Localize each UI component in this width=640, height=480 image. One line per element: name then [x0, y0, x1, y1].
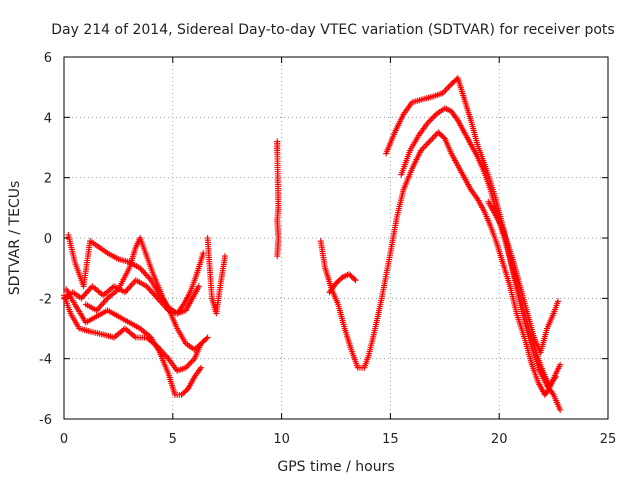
- data-point: [423, 141, 430, 148]
- data-point: [143, 272, 150, 279]
- data-point: [428, 115, 435, 122]
- data-point: [145, 274, 152, 281]
- data-point: [557, 406, 564, 413]
- data-point: [187, 360, 194, 367]
- data-point: [126, 284, 133, 291]
- series-arc-11: [485, 198, 561, 356]
- x-tick-label: 10: [273, 432, 290, 447]
- series-arc-5: [82, 235, 205, 353]
- data-point: [142, 271, 149, 278]
- data-point: [425, 118, 432, 125]
- data-point: [200, 250, 207, 257]
- data-point: [425, 139, 432, 146]
- x-tick-label: 5: [169, 432, 177, 447]
- data-point: [139, 268, 146, 275]
- x-tick-label: 20: [491, 432, 508, 447]
- data-points: [61, 75, 564, 413]
- data-point: [422, 142, 429, 149]
- series-arc-4: [65, 231, 207, 317]
- series-arc-7: [317, 129, 564, 398]
- data-point: [552, 373, 559, 380]
- plot-frame: [63, 56, 609, 420]
- data-point: [79, 293, 86, 300]
- data-point: [123, 287, 130, 294]
- data-point: [101, 298, 108, 305]
- data-point: [97, 302, 104, 309]
- data-point: [100, 299, 107, 306]
- data-point: [185, 361, 192, 368]
- data-point: [95, 305, 101, 312]
- y-axis-label: SDTVAR / TECUs: [7, 181, 23, 296]
- x-tick-label: 15: [382, 432, 399, 447]
- data-point: [85, 287, 92, 294]
- data-point: [430, 114, 437, 121]
- data-point: [222, 253, 229, 260]
- series-arc-8: [383, 75, 564, 413]
- series-isolated-10h: [274, 138, 282, 260]
- data-point: [198, 340, 205, 347]
- data-point: [429, 135, 436, 142]
- data-point: [127, 283, 134, 290]
- data-point: [203, 335, 210, 342]
- data-point: [557, 361, 564, 368]
- data-point: [554, 298, 561, 305]
- y-tick-label: 0: [44, 232, 52, 247]
- data-point: [426, 138, 433, 145]
- data-point: [430, 133, 437, 140]
- y-tick-label: -4: [39, 353, 52, 368]
- data-point: [147, 287, 154, 294]
- data-point: [204, 334, 211, 341]
- data-point: [428, 136, 435, 143]
- x-axis-label: GPS time / hours: [277, 459, 394, 475]
- y-tick-label: 4: [44, 111, 52, 126]
- y-tick-label: 2: [44, 172, 52, 187]
- data-point: [427, 117, 434, 124]
- series-arc-2: [63, 286, 205, 398]
- data-point: [440, 134, 447, 141]
- data-point: [442, 87, 449, 94]
- series-arc-10: [326, 271, 359, 296]
- data-point: [99, 301, 106, 308]
- series-arc-6: [204, 235, 229, 317]
- data-point: [195, 283, 202, 290]
- data-point: [352, 277, 359, 284]
- y-tick-label: 6: [44, 51, 52, 66]
- data-point: [188, 358, 195, 365]
- axis-tick-labels: 0 5 10 15 20 25 -6 -4 -2 0 2 4 6: [39, 51, 616, 447]
- data-point: [83, 289, 90, 296]
- data-point: [196, 341, 203, 348]
- data-point: [443, 85, 450, 92]
- data-point: [141, 269, 148, 276]
- data-point: [274, 253, 281, 260]
- chart-title: Day 214 of 2014, Sidereal Day-to-day VTE…: [51, 22, 614, 38]
- grid-lines: [64, 57, 608, 419]
- y-tick-label: -2: [39, 292, 52, 307]
- data-point: [146, 286, 153, 293]
- data-point: [82, 290, 89, 297]
- data-point: [162, 352, 169, 359]
- x-tick-label: 25: [600, 432, 617, 447]
- data-point: [431, 112, 438, 119]
- data-point: [128, 281, 135, 288]
- data-point: [445, 84, 452, 91]
- data-point: [198, 364, 205, 371]
- y-tick-label: -6: [39, 413, 52, 428]
- data-point: [351, 276, 358, 283]
- data-point: [103, 296, 110, 303]
- data-point: [446, 82, 453, 89]
- data-point: [420, 144, 427, 151]
- x-tick-label: 0: [60, 432, 68, 447]
